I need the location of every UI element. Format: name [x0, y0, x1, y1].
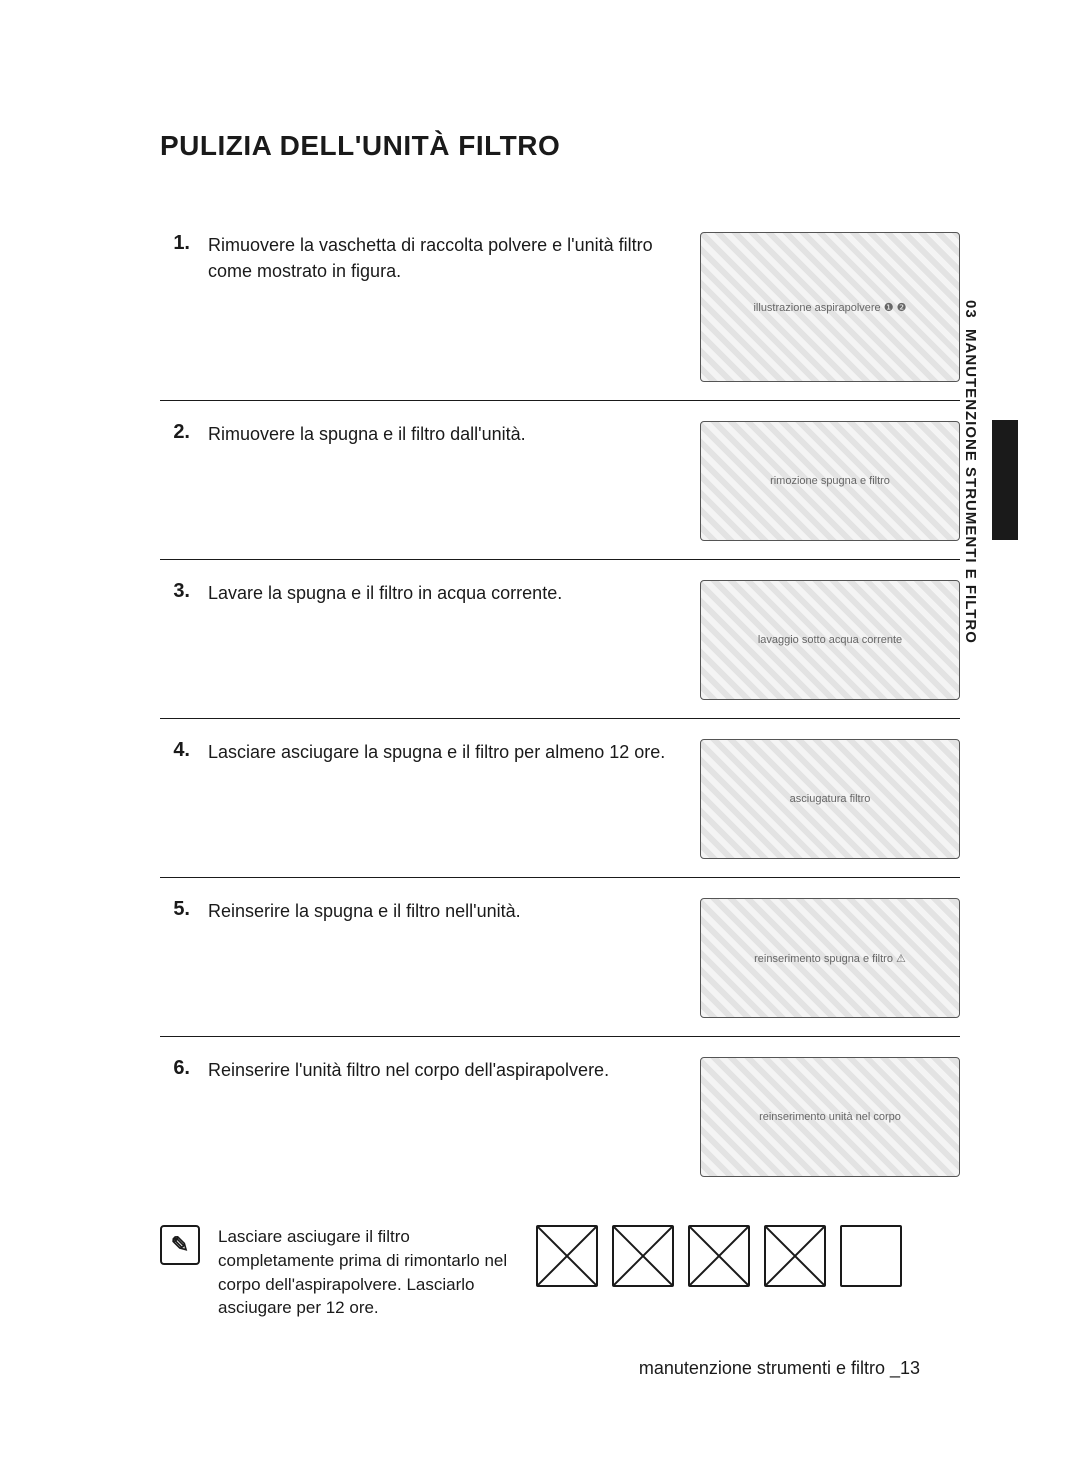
- no-hotwater-icon: [688, 1225, 750, 1287]
- step-4: 4. Lasciare asciugare la spugna e il fil…: [160, 719, 960, 878]
- no-microwave-icon: [536, 1225, 598, 1287]
- figure-placeholder: rimozione spugna e filtro: [700, 421, 960, 541]
- note-icon: ✎: [160, 1225, 200, 1265]
- step-5: 5. Reinserire la spugna e il filtro nell…: [160, 878, 960, 1037]
- step-text: Lavare la spugna e il filtro in acqua co…: [208, 580, 682, 606]
- step-text: Reinserire la spugna e il filtro nell'un…: [208, 898, 682, 924]
- prohibition-icons: [536, 1225, 960, 1287]
- note-text: Lasciare asciugare il filtro completamen…: [218, 1225, 518, 1320]
- page-footer: manutenzione strumenti e filtro _13: [639, 1358, 920, 1379]
- step-2: 2. Rimuovere la spugna e il filtro dall'…: [160, 401, 960, 560]
- step-6: 6. Reinserire l'unità filtro nel corpo d…: [160, 1037, 960, 1195]
- step-text: Lasciare asciugare la spugna e il filtro…: [208, 739, 682, 765]
- step-1: 1. Rimuovere la vaschetta di raccolta po…: [160, 212, 960, 401]
- no-washer-icon: [764, 1225, 826, 1287]
- note-section: ✎ Lasciare asciugare il filtro completam…: [160, 1225, 960, 1320]
- figure-placeholder: reinserimento spugna e filtro ⚠: [700, 898, 960, 1018]
- figure-placeholder: illustrazione aspirapolvere ❶ ❷: [700, 232, 960, 382]
- step-text: Rimuovere la spugna e il filtro dall'uni…: [208, 421, 682, 447]
- steps-list: 1. Rimuovere la vaschetta di raccolta po…: [160, 212, 960, 1195]
- step-number: 1.: [160, 232, 190, 255]
- chapter-tab: 03 MANUTENZIONE STRUMENTI E FILTRO: [962, 300, 990, 640]
- step-text: Rimuovere la vaschetta di raccolta polve…: [208, 232, 682, 284]
- step-number: 2.: [160, 421, 190, 444]
- chapter-label: 03 MANUTENZIONE STRUMENTI E FILTRO: [962, 300, 979, 644]
- step-number: 4.: [160, 739, 190, 762]
- step-3: 3. Lavare la spugna e il filtro in acqua…: [160, 560, 960, 719]
- figure-placeholder: reinserimento unità nel corpo: [700, 1057, 960, 1177]
- step-text: Reinserire l'unità filtro nel corpo dell…: [208, 1057, 682, 1083]
- page-title: PULIZIA DELL'UNITÀ FILTRO: [160, 130, 960, 162]
- step-figure: reinserimento spugna e filtro ⚠: [700, 898, 960, 1018]
- chapter-marker: [992, 420, 1018, 540]
- step-number: 6.: [160, 1057, 190, 1080]
- step-figure: lavaggio sotto acqua corrente: [700, 580, 960, 700]
- no-flame-icon: [612, 1225, 674, 1287]
- step-figure: illustrazione aspirapolvere ❶ ❷: [700, 232, 960, 382]
- step-number: 3.: [160, 580, 190, 603]
- brush-icon: [840, 1225, 902, 1287]
- figure-placeholder: asciugatura filtro: [700, 739, 960, 859]
- step-number: 5.: [160, 898, 190, 921]
- figure-placeholder: lavaggio sotto acqua corrente: [700, 580, 960, 700]
- step-figure: asciugatura filtro: [700, 739, 960, 859]
- step-figure: reinserimento unità nel corpo: [700, 1057, 960, 1177]
- step-figure: rimozione spugna e filtro: [700, 421, 960, 541]
